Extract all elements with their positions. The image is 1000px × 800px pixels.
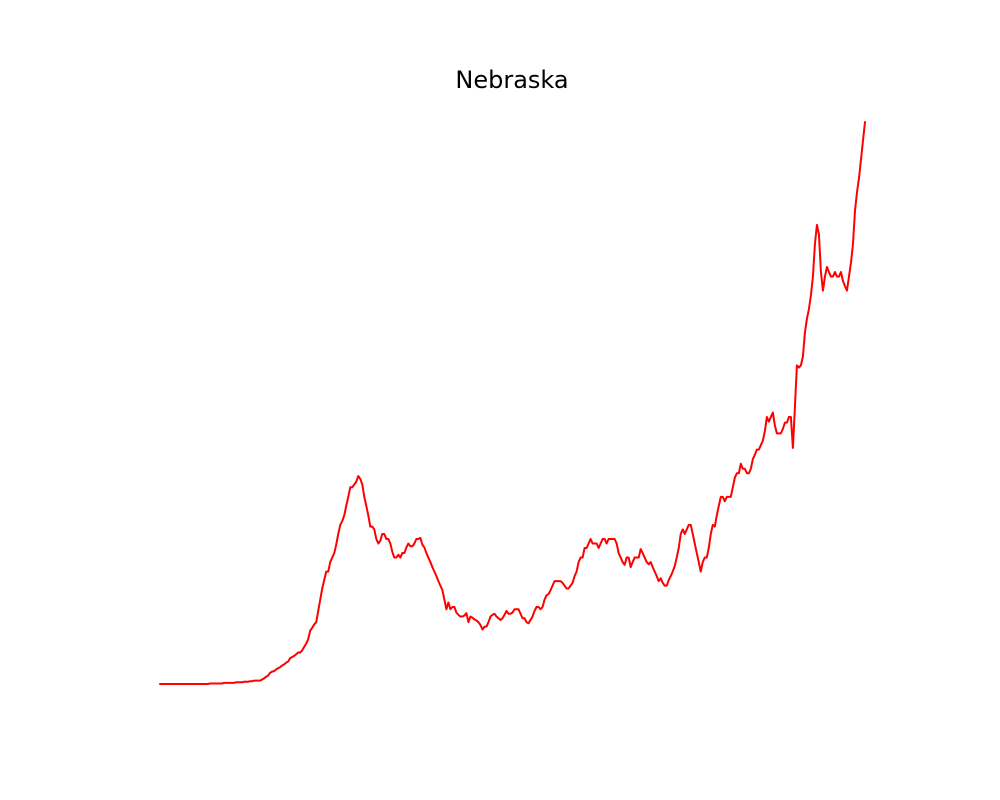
chart-title: Nebraska: [455, 66, 568, 94]
series-line: [159, 121, 866, 685]
